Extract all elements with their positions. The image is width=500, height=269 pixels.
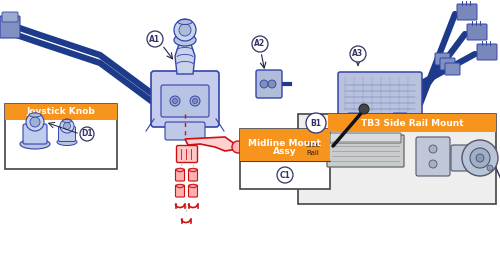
Circle shape (306, 113, 326, 133)
Ellipse shape (176, 184, 184, 188)
FancyBboxPatch shape (23, 124, 47, 144)
Circle shape (80, 127, 94, 141)
Text: A3: A3 (352, 49, 364, 58)
Circle shape (26, 113, 44, 131)
FancyBboxPatch shape (161, 85, 209, 117)
Circle shape (429, 160, 437, 168)
Circle shape (192, 98, 198, 104)
FancyBboxPatch shape (457, 4, 477, 20)
Polygon shape (175, 44, 195, 74)
Polygon shape (185, 137, 238, 151)
Circle shape (277, 167, 293, 183)
FancyBboxPatch shape (176, 169, 184, 181)
Text: Joystick Knob: Joystick Knob (26, 108, 96, 116)
Ellipse shape (190, 168, 196, 172)
Text: Side
Rail: Side Rail (306, 142, 320, 156)
Text: Midline Mount: Midline Mount (248, 139, 322, 147)
Text: Assy: Assy (273, 147, 297, 155)
FancyBboxPatch shape (328, 114, 496, 132)
FancyBboxPatch shape (240, 129, 330, 189)
Text: TB3 Side Rail Mount: TB3 Side Rail Mount (360, 119, 464, 128)
Circle shape (64, 122, 70, 129)
Circle shape (232, 141, 244, 153)
FancyBboxPatch shape (327, 135, 404, 167)
Circle shape (350, 46, 366, 62)
Ellipse shape (178, 19, 192, 24)
Ellipse shape (20, 139, 50, 149)
FancyBboxPatch shape (165, 122, 205, 140)
Ellipse shape (190, 184, 196, 188)
Circle shape (268, 80, 276, 88)
Ellipse shape (174, 34, 196, 46)
Circle shape (174, 19, 196, 41)
FancyBboxPatch shape (451, 145, 483, 171)
FancyBboxPatch shape (2, 12, 18, 22)
Text: B1: B1 (310, 119, 322, 128)
FancyBboxPatch shape (416, 137, 450, 176)
Circle shape (179, 24, 191, 36)
Circle shape (30, 117, 40, 127)
FancyBboxPatch shape (188, 169, 198, 181)
Ellipse shape (29, 113, 41, 117)
Ellipse shape (57, 139, 77, 146)
FancyBboxPatch shape (330, 133, 401, 143)
Ellipse shape (62, 119, 72, 122)
Circle shape (429, 145, 437, 153)
FancyBboxPatch shape (440, 58, 455, 70)
Text: D1: D1 (81, 129, 93, 139)
FancyBboxPatch shape (176, 185, 184, 197)
Circle shape (170, 96, 180, 106)
Circle shape (172, 98, 178, 104)
FancyBboxPatch shape (298, 114, 496, 204)
FancyBboxPatch shape (445, 63, 460, 75)
Circle shape (487, 165, 493, 171)
FancyBboxPatch shape (393, 113, 407, 123)
FancyBboxPatch shape (151, 71, 219, 127)
Circle shape (147, 31, 163, 47)
FancyBboxPatch shape (348, 113, 362, 123)
FancyBboxPatch shape (5, 104, 117, 169)
Circle shape (190, 96, 200, 106)
FancyBboxPatch shape (338, 72, 422, 116)
FancyBboxPatch shape (467, 24, 487, 40)
Circle shape (462, 140, 498, 176)
FancyBboxPatch shape (256, 70, 282, 98)
Circle shape (476, 154, 484, 162)
Ellipse shape (176, 168, 184, 172)
FancyBboxPatch shape (435, 53, 450, 65)
Circle shape (60, 119, 74, 133)
FancyBboxPatch shape (58, 126, 76, 141)
Circle shape (252, 36, 268, 52)
FancyBboxPatch shape (477, 44, 497, 60)
Circle shape (359, 104, 369, 114)
FancyBboxPatch shape (0, 16, 20, 38)
Text: A1: A1 (150, 34, 160, 44)
Text: C1: C1 (280, 171, 290, 179)
FancyBboxPatch shape (240, 129, 330, 161)
Circle shape (260, 80, 268, 88)
Circle shape (470, 148, 490, 168)
FancyBboxPatch shape (188, 185, 198, 197)
Text: A2: A2 (254, 40, 266, 48)
FancyBboxPatch shape (176, 146, 198, 162)
FancyBboxPatch shape (5, 104, 117, 120)
